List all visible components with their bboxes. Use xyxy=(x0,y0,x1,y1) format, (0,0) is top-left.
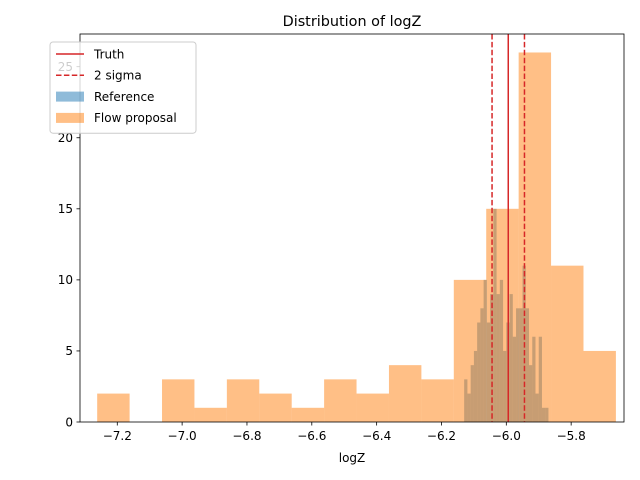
legend-entry: Truth xyxy=(56,47,124,61)
bar xyxy=(226,379,260,422)
x-tick-label: −6.6 xyxy=(297,429,326,443)
y-tick-label: 0 xyxy=(65,415,73,429)
bar xyxy=(421,379,454,422)
y-tick-label: 10 xyxy=(58,273,73,287)
bar xyxy=(453,279,487,422)
vlines-layer xyxy=(491,34,526,422)
bar xyxy=(356,393,389,422)
legend: Truth 2 sigma Reference Flow proposal xyxy=(49,41,197,134)
x-tick-label: −6.0 xyxy=(492,429,521,443)
bar xyxy=(162,379,195,422)
x-tick-label: −6.4 xyxy=(362,429,391,443)
legend-swatch xyxy=(56,112,84,123)
x-tick-label: −7.0 xyxy=(168,429,197,443)
x-tick-label: −6.2 xyxy=(427,429,456,443)
legend-swatch xyxy=(56,91,84,102)
bar xyxy=(194,407,227,422)
x-axis: −7.2 −7.0 −6.8 −6.6 −6.4 −6.2 −6.0 −5.8 xyxy=(103,422,586,443)
y-tick-label: 15 xyxy=(58,202,73,216)
x-tick-label: −5.8 xyxy=(557,429,586,443)
legend-entry: 2 sigma xyxy=(56,69,142,83)
bar xyxy=(551,265,584,422)
bar xyxy=(388,365,422,422)
legend-box xyxy=(49,41,197,134)
y-tick-label: 5 xyxy=(65,344,73,358)
bar xyxy=(97,393,130,422)
bar xyxy=(324,379,357,422)
legend-label: 2 sigma xyxy=(94,69,142,83)
legend-label: Flow proposal xyxy=(94,111,177,125)
x-tick-label: −7.2 xyxy=(103,429,132,443)
y-tick-label: 20 xyxy=(58,131,73,145)
bars-layer xyxy=(97,52,616,422)
axes-frame xyxy=(79,33,625,423)
legend-label: Truth xyxy=(93,47,124,61)
bar xyxy=(518,52,552,422)
legend-entry: Reference xyxy=(56,90,154,104)
x-axis-label: logZ xyxy=(339,451,366,465)
chart-title: Distribution of logZ xyxy=(283,14,422,30)
legend-label: Reference xyxy=(94,90,154,104)
bar xyxy=(259,393,292,422)
legend-entries: Truth 2 sigma Reference Flow proposal xyxy=(56,47,177,125)
x-tick-label: −6.8 xyxy=(232,429,261,443)
legend-entry: Flow proposal xyxy=(56,111,177,125)
bar xyxy=(486,208,519,422)
bar xyxy=(291,407,325,422)
bar xyxy=(583,350,616,422)
